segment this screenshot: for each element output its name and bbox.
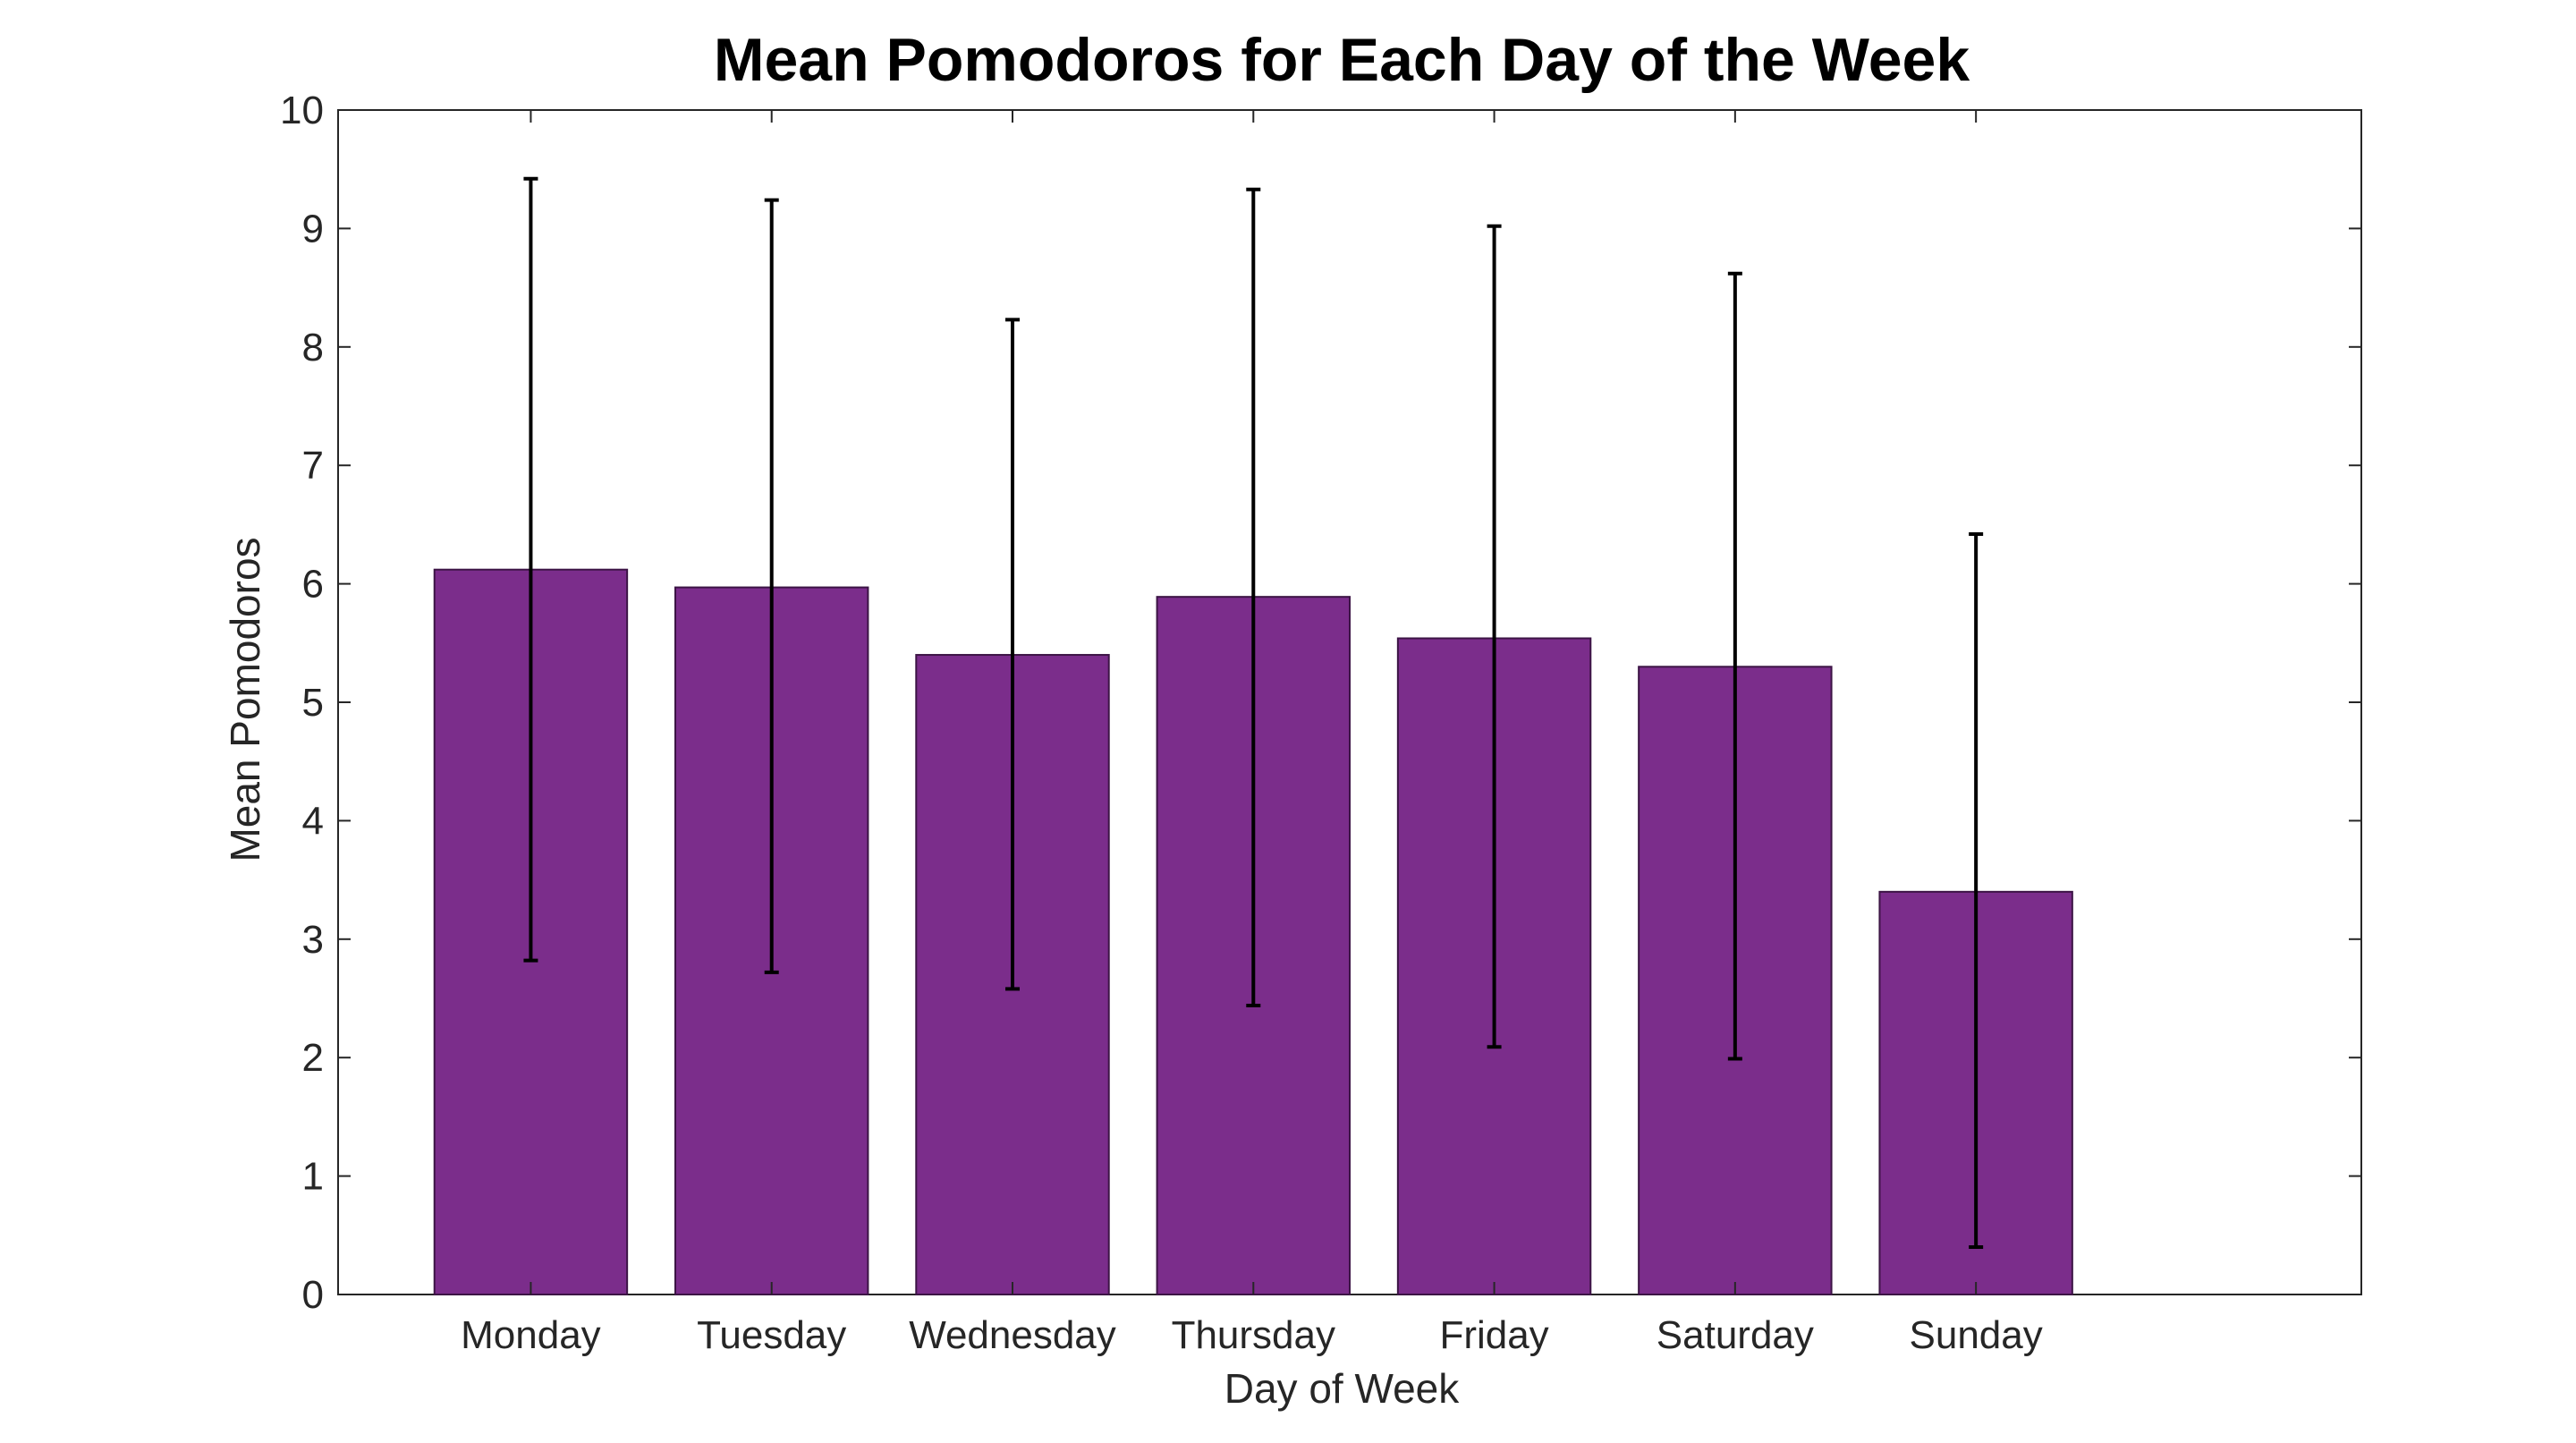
- x-tick-label: Tuesday: [697, 1313, 846, 1357]
- x-tick-label: Thursday: [1172, 1313, 1335, 1357]
- y-tick-label: 8: [302, 326, 324, 369]
- y-tick-label: 7: [302, 444, 324, 488]
- y-tick-label: 2: [302, 1036, 324, 1080]
- y-tick-label: 1: [302, 1155, 324, 1199]
- y-tick-label: 6: [302, 563, 324, 607]
- x-tick-label: Saturday: [1657, 1313, 1814, 1357]
- plot-area: 0 1 2 3 4 5 6 7 8 9 10 Monday Tuesday Wednesday Thursd…: [280, 89, 2362, 1357]
- x-tick-label: Friday: [1439, 1313, 1548, 1357]
- x-tick-label: Monday: [461, 1313, 601, 1357]
- y-axis-label: Mean Pomodoros: [222, 537, 268, 862]
- y-tick-label: 3: [302, 918, 324, 962]
- x-tick-label: Wednesday: [909, 1313, 1116, 1357]
- x-axis-label: Day of Week: [1224, 1365, 1460, 1412]
- y-tick-label: 5: [302, 681, 324, 725]
- y-tick-label: 9: [302, 207, 324, 250]
- y-tick-label: 4: [302, 799, 324, 843]
- y-tick-label: 0: [302, 1273, 324, 1317]
- chart-title: Mean Pomodoros for Each Day of the Week: [714, 26, 1970, 94]
- x-tick-label: Sunday: [1910, 1313, 2043, 1357]
- y-tick-label: 10: [280, 89, 324, 132]
